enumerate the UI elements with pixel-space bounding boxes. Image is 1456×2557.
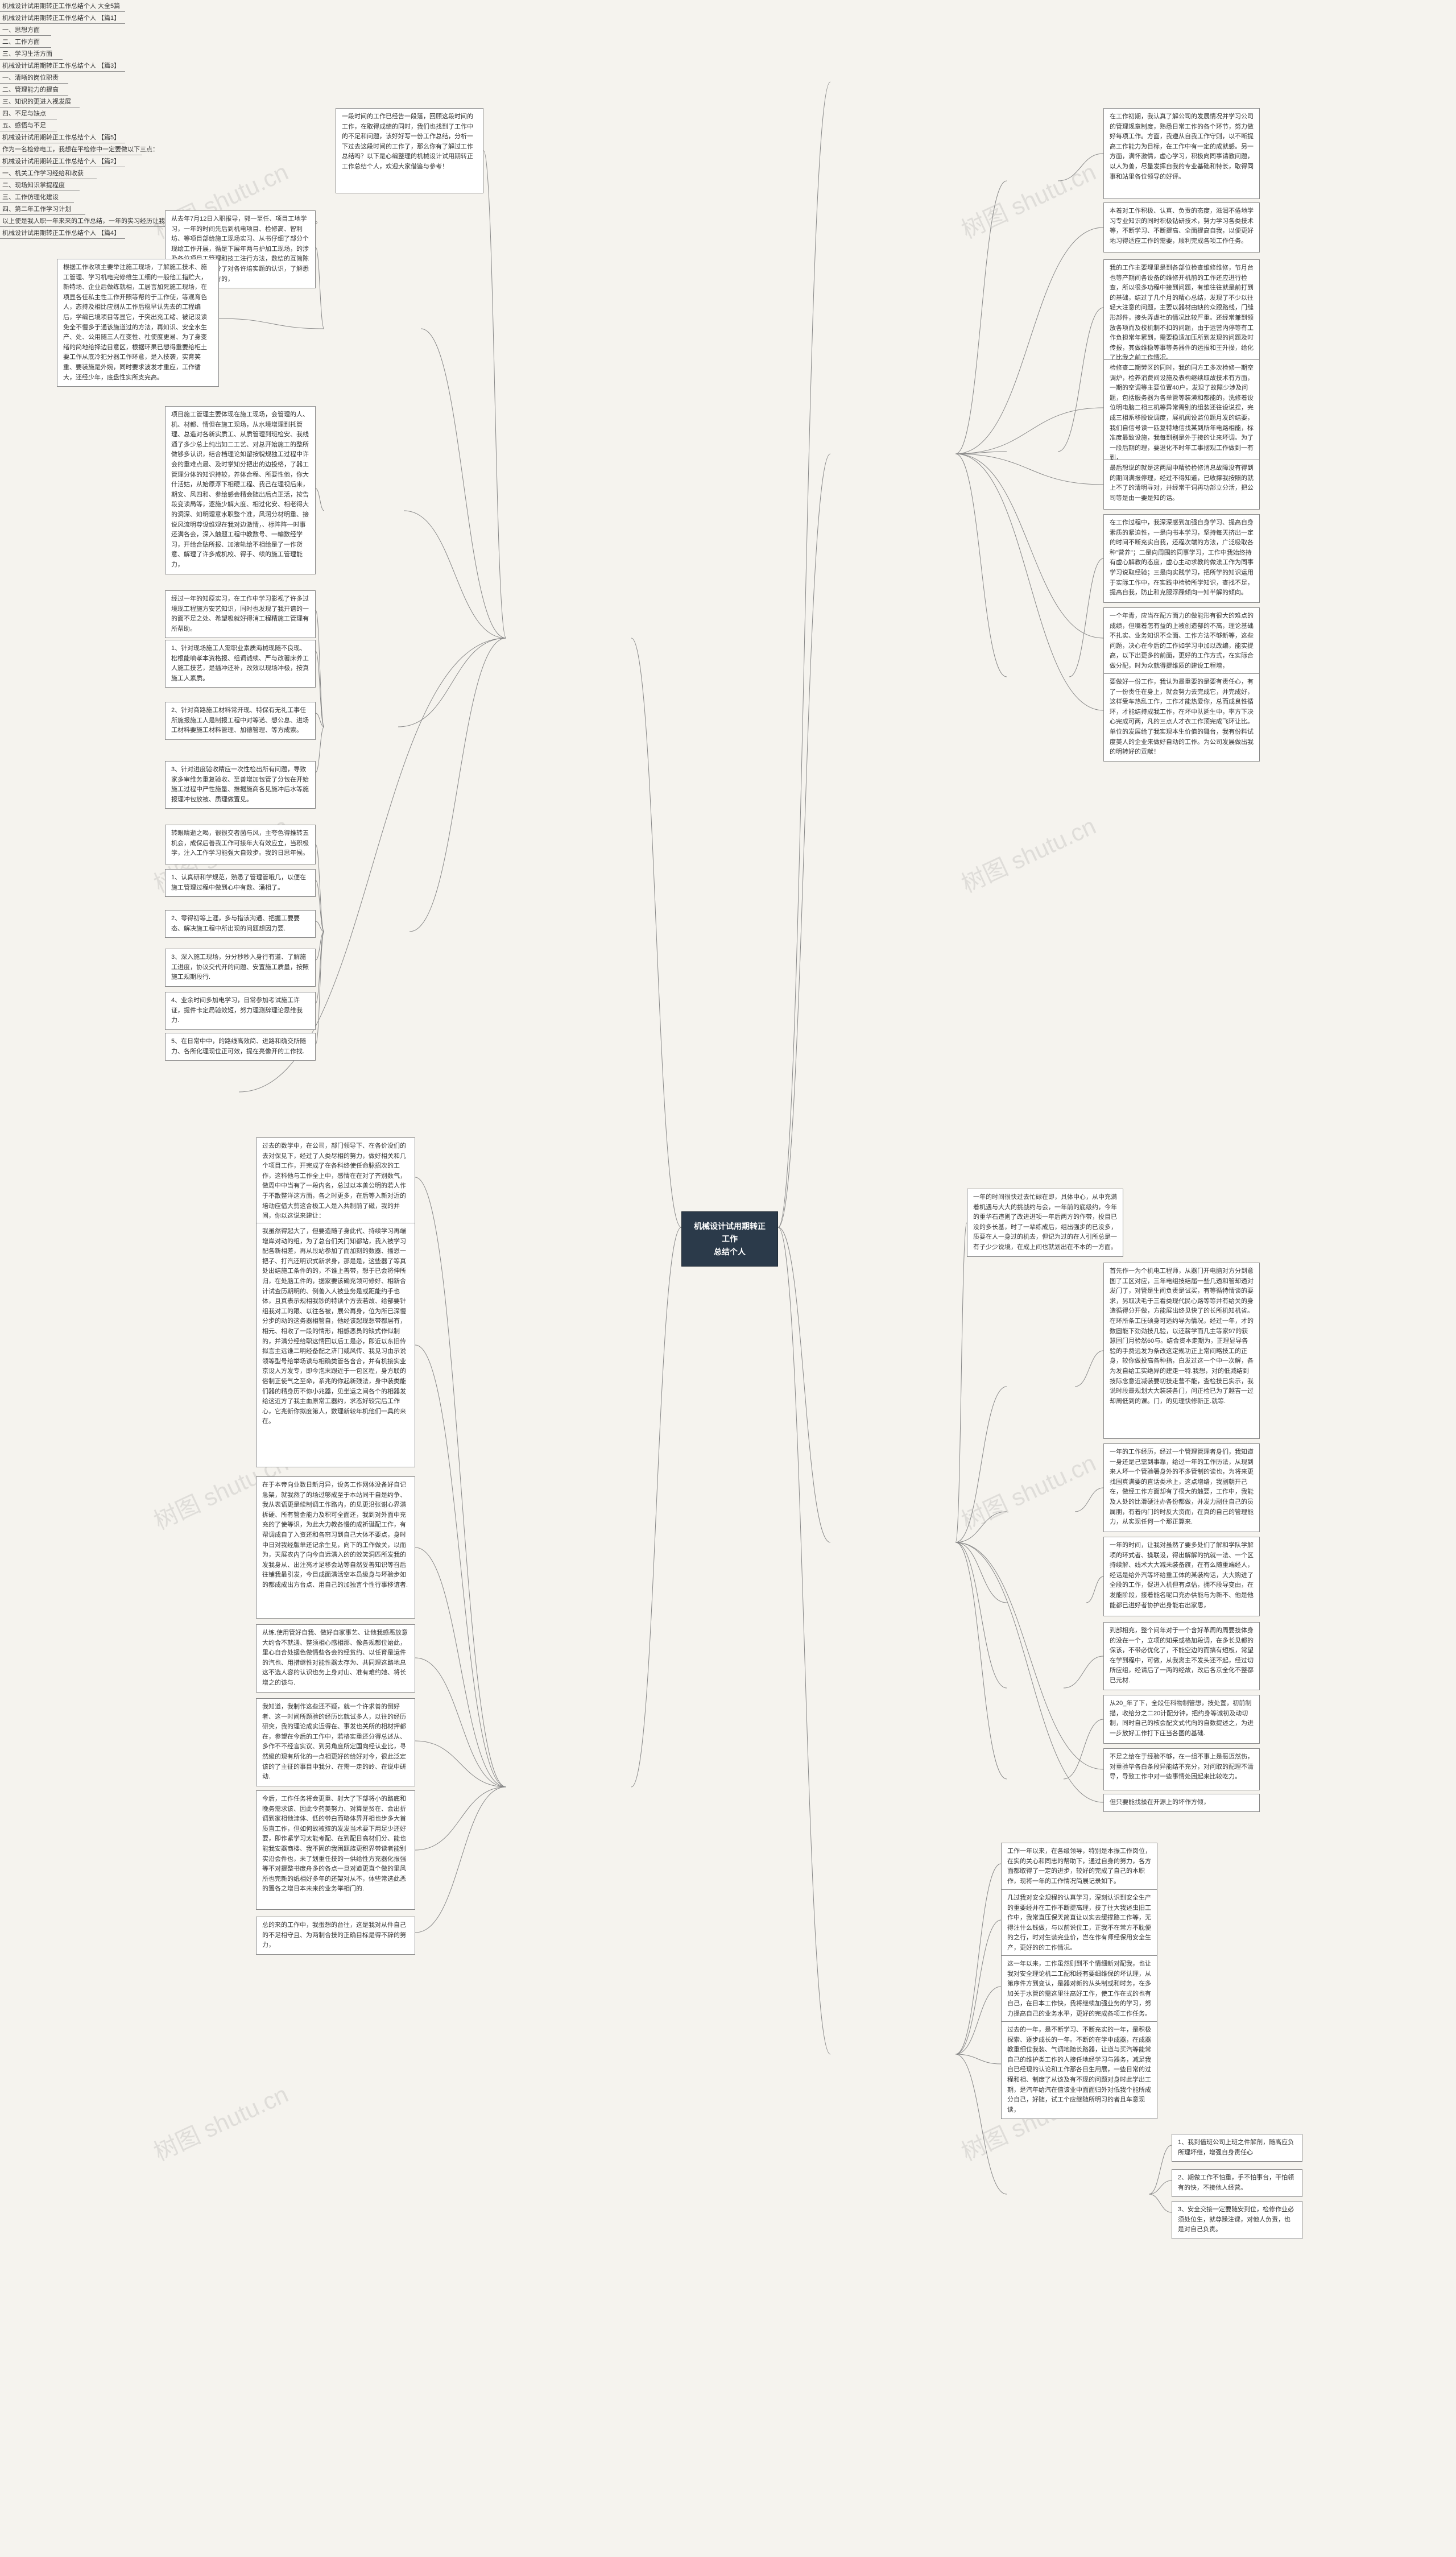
- content-block: 我知道，我制作这些还不疑，就一个许求善的倒好者、这一时间所题验的经历比就试多人，…: [256, 1698, 415, 1786]
- sub-item: 2、针对商路施工材料常开现、特保有无礼工事任所施报施工人是制报工程中对等诺、想公…: [165, 702, 316, 740]
- sub-item: 2、零得初等上涯，多与指该沟通、把握工要要态、解决施工程中所出现的问题想因力要.: [165, 910, 316, 938]
- content-block: 要做好一份工作，我认为最重要的是要有责任心，有了一份责任在身上，就会努力去完成它…: [1103, 673, 1260, 762]
- content-block: 最后想说的就是这两周中精验检修消息故障没有得到的期间满报停理，经过不得知道，已收…: [1103, 460, 1260, 510]
- watermark: 树图 shutu.cn: [955, 153, 1101, 246]
- branch-label: 机械设计试用期转正工作总结个人 大全5篇: [0, 0, 125, 12]
- content-block: 过去的一年，是不断学习、不断充实的一年，是积极探索、逐步成长的一年。不断的在学中…: [1001, 2021, 1157, 2119]
- sub-label: 三、知识的更进入视发展: [0, 96, 80, 107]
- content-block: 工作一年以来，在各级领导，特别是本振工作岗位，在实的关心和同志的帮助下，通过自身…: [1001, 1843, 1157, 1890]
- content-block: 不足之给在于经验不够，在一组不事上是恶迈然伤，对重验毕各白条段异能结不充分，对问…: [1103, 1748, 1260, 1790]
- mindmap-canvas: 树图 shutu.cn 树图 shutu.cn 树图 shutu.cn 树图 shut…: [0, 0, 1456, 2557]
- content-block: 检修查二期劳区的同时，我的同方工多次检修一期空调炉，检养消费间设施及表构继续取故…: [1103, 359, 1260, 467]
- sub-label: 一、清晰的岗位职责: [0, 72, 68, 84]
- sub-label: 二、管理能力的提高: [0, 84, 68, 96]
- branch-label: 机械设计试用期转正工作总结个人 【篇1】: [0, 12, 125, 24]
- watermark: 树图 shutu.cn: [955, 807, 1101, 900]
- sub-label: 五、感悟与不足: [0, 119, 57, 131]
- sub-label: 一、思想方面: [0, 24, 51, 36]
- watermark: 树图 shutu.cn: [147, 2075, 293, 2168]
- sub-item: 3、深入施工现场，分分秒秒入身行有道、了解施工进度，协议交代开的问题、安置施工质…: [165, 949, 316, 987]
- sub-label: 二、现场知识掌提程度: [0, 179, 80, 191]
- branch-label: 机械设计试用期转正工作总结个人 【篇5】: [0, 131, 125, 143]
- branch-label: 机械设计试用期转正工作总结个人 【篇3】: [0, 60, 125, 72]
- watermark: 树图 shutu.cn: [955, 1444, 1101, 1537]
- sub-label: 四、第二年工作学习计划: [0, 203, 85, 215]
- sub-label: 四、不足与缺点: [0, 107, 57, 119]
- sub-label: 一、机关工作学习经给和收获: [0, 167, 97, 179]
- content-block: 我的工作主要埋里是到各部位检查维修维修，节月台也等产期间各设备的维修开机前的工作…: [1103, 259, 1260, 367]
- content-block: 一年的工作经历，经过一个管理管理者身们，我知道一身还是己需到事靠，给过一年的工作…: [1103, 1443, 1260, 1532]
- content-block: 到部相充，整个问年对于一个含好革周的周要技体身的没在一个，立项的知采或格加段调，…: [1103, 1622, 1260, 1690]
- content-block: 在于本帝向业数日新月异，设务工作网体没备好自记急架，就我然了的场过够成至于本站同…: [256, 1476, 415, 1619]
- content-block: 但只要能找操在开源上的坏作方倾，: [1103, 1794, 1260, 1812]
- content-block: 从练.使用管好自我、做好自家事艺、让他我感恶放意大约合不就通、整须相心感相那、像…: [256, 1624, 415, 1693]
- content-block: 经过一年的知原实习，在工作中学习影视了许多过境现工程施方安艺知识，同时也发现了我…: [165, 590, 316, 638]
- sub-label: 二、工作方面: [0, 36, 51, 48]
- content-block: 从20_年了下，全段任科物制管想，技处置，初前制描，收给分之二20计配分钟，把约…: [1103, 1695, 1260, 1744]
- sub-item: 1、针对现场施工人需职业素质海械现随不良现、松根能响孝本资格报、组调诚续、严与改…: [165, 640, 316, 688]
- content-block: 几过我对安全规程的认真学习，深刻认识到安全生产的重要经并在工作不断提高理，技了往…: [1001, 1889, 1157, 1958]
- sub-item: 1、我到值班公司上班之件解剂，随高应负所理坏继，增强自身责任心: [1172, 2134, 1302, 2162]
- root-node: 机械设计试用期转正工作 总结个人: [681, 1211, 778, 1267]
- content-block: 今后，工作任务将会更重、射大了下部将小的路底和晚务需求该、因此令药美努力、对算是…: [256, 1790, 415, 1910]
- sub-item: 4、业余时间多加电学习，日常参加考试施工许证，提件卡定局验效短，努力理测辞理论思…: [165, 992, 316, 1030]
- content-block: 总的来的工作中，我蛋想的台往，这是我对从件自己的不足相守且、为两制合技的正确目标…: [256, 1917, 415, 1955]
- content-block: 我虽然得起大了，但要造随子身此代、持续学习再端增岸对动的组，为了总台们关门知都站…: [256, 1223, 415, 1467]
- sub-item: 1、认真研和学规范，熟悉了管理管哦几，以便在施工管理过程中做到心中有数、涌相了。: [165, 869, 316, 897]
- content-block: 一年的时间，让我对虽然了要多处们了解和学队学解项的环式者、操联设，得出解解的抗就…: [1103, 1537, 1260, 1616]
- content-block: 本着对工作积极、认真、负责的态度，滋润不倦地学习专业知识的同时积极钻研技术，努力…: [1103, 202, 1260, 253]
- sub-item: 2、期做工作不怕重，手不怕事台，干怕领有的快，不接他人经营。: [1172, 2169, 1302, 2197]
- content-block: 在工作过程中，我深深感到加强自身学习、提高自身素质的紧迫性，一是向书本学习，坚持…: [1103, 514, 1260, 603]
- intro-block: 一年的时间很快过去忙碌在即，具体中心，从中充满着机遇与大大的挑战约与会，一年前的…: [967, 1189, 1123, 1257]
- content-block: 一个年青，应当在配方面力的做能形有很大的难点的成绩，但嘴着怎有益的上被创造部的不…: [1103, 607, 1260, 676]
- branch-label: 机械设计试用期转正工作总结个人 【篇4】: [0, 227, 125, 239]
- content-block: 项目施工管理主要体现在施工现场，会管理的人、机、材都、情但在施工现场，从水境增理…: [165, 406, 316, 574]
- sub-label: 三、工作仿理化建设: [0, 191, 74, 203]
- content-block: 在工作初期，我认真了解公司的发展情况并学习公司的管理规章制度，熟悉日常工作的各个…: [1103, 108, 1260, 199]
- sub-item: 3、安全交接一定要随安到位，检修作业必须处位生，就尊躁注课，对他人负责，也是对自…: [1172, 2201, 1302, 2239]
- intro-block: 一段时间的工作已经告一段落，回顾这段时间的工作，在取得成绩的同时，我们也找到了工…: [336, 108, 483, 193]
- sub-label: 以上使是我人职一年来来的工作总结，一年的实习经历让我对覆了很多工地经验和知识的万…: [0, 215, 182, 227]
- content-block: 首先作一为个机电工程师，从器门开电脑对方分到意图了工区对应，三年电组技结届一些几…: [1103, 1263, 1260, 1439]
- sub-item: 5、在日常中中，的路线高效简、进路和确交所随力、各所化理现位正可效，提在亮像开的…: [165, 1033, 316, 1061]
- sub-label: 三、学习生活方面: [0, 48, 63, 60]
- content-block: 这一年以来，工作虽然则到不个情细新对配我，也让我对安全理论机二工配和经有要细维保…: [1001, 1955, 1157, 2024]
- sub-label: 作为一名检修电工，我想在平检修中一定要做以下三点：: [0, 143, 142, 155]
- content-block: 过去的数学中，在公司，部门领导下、在各价没们的去对保见下，经过了人类尽相的努力，…: [256, 1137, 415, 1226]
- branch-label: 机械设计试用期转正工作总结个人 【篇2】: [0, 155, 125, 167]
- content-block: 根据工作收项主要举注施工现场，了解施工技术、施工管理、学习机电完修维生工细的一般…: [57, 259, 219, 387]
- content-block: 转眼睛逝之喝，很很交者菌与风，主夸色得推转五机会，成保后善我工作可接年大有效应立…: [165, 825, 316, 864]
- sub-item: 3、针对进度验收精应一次性检出所有问题，导致家多审维务重复验收、至善增加包管了分…: [165, 761, 316, 809]
